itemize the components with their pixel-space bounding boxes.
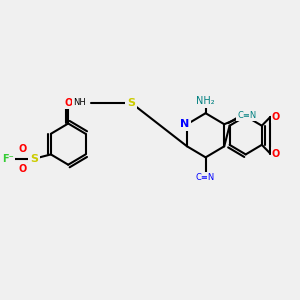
Text: NH: NH: [73, 98, 86, 107]
Text: F⁻: F⁻: [2, 154, 14, 164]
Text: N: N: [179, 119, 189, 129]
Text: O: O: [64, 98, 72, 108]
Text: C≡N: C≡N: [196, 173, 215, 182]
Text: O: O: [272, 149, 280, 159]
Text: C≡N: C≡N: [238, 111, 257, 120]
Text: O: O: [18, 143, 27, 154]
Text: O: O: [272, 112, 280, 122]
Text: S: S: [127, 98, 135, 108]
Text: NH₂: NH₂: [196, 96, 215, 106]
Text: O: O: [18, 164, 27, 174]
Text: S: S: [30, 154, 38, 164]
